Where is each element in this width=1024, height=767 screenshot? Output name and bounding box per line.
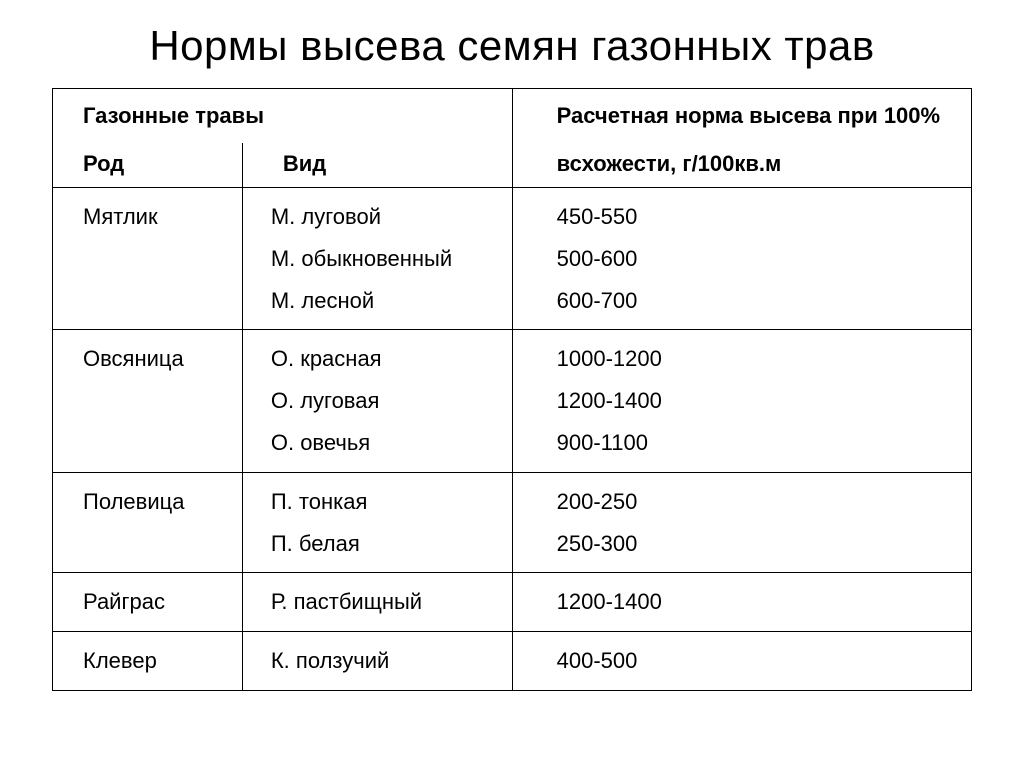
seeding-rate-table: Газонные травыРасчетная норма высева при… (52, 88, 972, 691)
table-header-row-1: Газонные травыРасчетная норма высева при… (53, 89, 972, 144)
species-value: М. лесной (271, 280, 512, 322)
header-rate-line1: Расчетная норма высева при 100% (512, 89, 971, 144)
rate-value: 1000-1200 (557, 338, 971, 380)
species-value: О. красная (271, 338, 512, 380)
table-row: МятликМ. луговойМ. обыкновенныйМ. лесной… (53, 188, 972, 330)
rate-value: 450-550 (557, 196, 971, 238)
species-value: П. белая (271, 523, 512, 565)
rate-cell: 200-250250-300 (512, 472, 971, 573)
table-row: Клевер К. ползучий 400-500 (53, 632, 972, 691)
genus-cell: Полевица (53, 472, 243, 573)
species-value: О. овечья (271, 422, 512, 464)
species-value: О. луговая (271, 380, 512, 422)
table-row: Райграс Р. пастбищный 1200-1400 (53, 573, 972, 632)
species-value: Р. пастбищный (271, 581, 512, 623)
rate-cell: 1000-12001200-1400900-1100 (512, 330, 971, 472)
rate-cell: 450-550500-600600-700 (512, 188, 971, 330)
rate-value: 500-600 (557, 238, 971, 280)
rate-value: 600-700 (557, 280, 971, 322)
header-genus: Род (53, 143, 243, 188)
genus-cell: Райграс (53, 573, 243, 632)
species-value: К. ползучий (271, 640, 512, 682)
table-header-row-2: РодВидвсхожести, г/100кв.м (53, 143, 972, 188)
page-title: Нормы высева семян газонных трав (0, 22, 1024, 70)
species-value: М. обыкновенный (271, 238, 512, 280)
rate-cell: 400-500 (512, 632, 971, 691)
species-cell: К. ползучий (242, 632, 512, 691)
rate-value: 200-250 (557, 481, 971, 523)
rate-cell: 1200-1400 (512, 573, 971, 632)
rate-value: 250-300 (557, 523, 971, 565)
rate-value: 400-500 (557, 640, 971, 682)
rate-value: 1200-1400 (557, 380, 971, 422)
genus-cell: Овсяница (53, 330, 243, 472)
species-cell: О. краснаяО. луговаяО. овечья (242, 330, 512, 472)
species-value: М. луговой (271, 196, 512, 238)
rate-value: 900-1100 (557, 422, 971, 464)
genus-cell: Клевер (53, 632, 243, 691)
header-species: Вид (242, 143, 512, 188)
genus-cell: Мятлик (53, 188, 243, 330)
species-cell: Р. пастбищный (242, 573, 512, 632)
table-row: ОвсяницаО. краснаяО. луговаяО. овечья100… (53, 330, 972, 472)
header-rate-line2: всхожести, г/100кв.м (512, 143, 971, 188)
header-group-label: Газонные травы (53, 89, 513, 144)
table-row: ПолевицаП. тонкаяП. белая200-250250-300 (53, 472, 972, 573)
rate-value: 1200-1400 (557, 581, 971, 623)
species-value: П. тонкая (271, 481, 512, 523)
species-cell: П. тонкаяП. белая (242, 472, 512, 573)
species-cell: М. луговойМ. обыкновенныйМ. лесной (242, 188, 512, 330)
